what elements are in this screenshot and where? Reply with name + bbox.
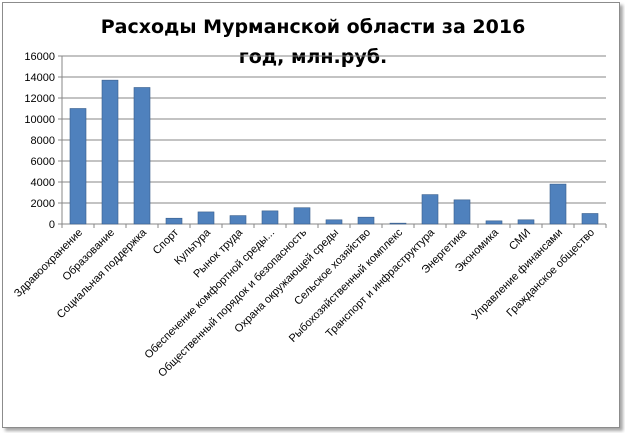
y-tick-label: 6000 (31, 156, 55, 168)
chart-title-line-1: Расходы Мурманской области за 2016 (100, 16, 526, 38)
bar (581, 213, 599, 225)
bar (229, 215, 247, 225)
bar (389, 222, 407, 225)
bar (261, 210, 279, 225)
y-tick-label: 0 (49, 219, 55, 231)
x-category-label: Спорт (151, 227, 181, 257)
y-tick-label: 14000 (24, 72, 55, 84)
x-category-label: СМИ (507, 227, 533, 253)
bar (133, 87, 151, 225)
chart-frame: Расходы Мурманской области за 2016 год, … (2, 2, 620, 428)
y-tick-label: 16000 (24, 51, 55, 63)
y-tick-label: 12000 (24, 93, 55, 105)
bar (293, 207, 311, 225)
x-category-label: Общественный порядок и безопасность (156, 226, 309, 379)
bar (549, 183, 567, 225)
bar (101, 79, 119, 225)
bar (69, 108, 87, 225)
bar (165, 217, 183, 225)
y-tick-label: 2000 (31, 198, 55, 210)
bar (197, 211, 215, 225)
bar (421, 194, 439, 225)
y-tick-label: 8000 (31, 135, 55, 147)
bar-chart: 0200040006000800010000120001400016000Здр… (12, 51, 607, 380)
y-tick-label: 10000 (24, 114, 55, 126)
bar (357, 216, 375, 225)
bar (517, 219, 535, 225)
bar (453, 199, 471, 225)
chart-title-line-2: год, млн.руб. (238, 46, 388, 68)
bar (485, 220, 503, 225)
y-tick-label: 4000 (31, 177, 55, 189)
bar (325, 219, 343, 225)
